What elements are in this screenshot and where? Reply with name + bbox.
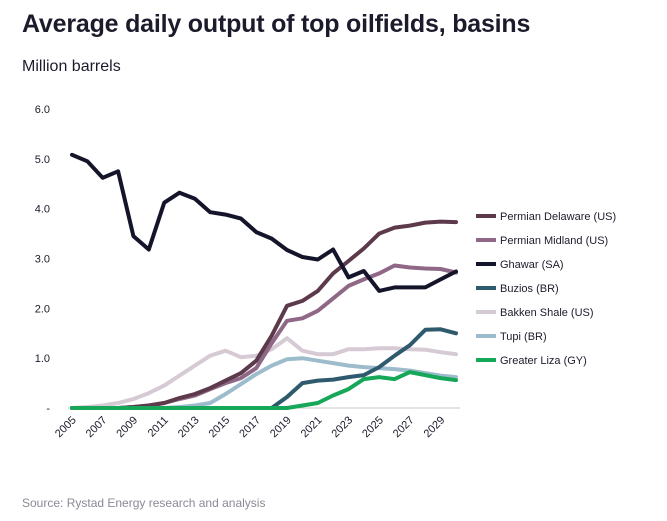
- y-tick-label: 6.0: [35, 104, 50, 116]
- legend-label: Ghawar (SA): [500, 259, 564, 271]
- x-tick-label: 2015: [207, 414, 233, 440]
- y-tick-label: 5.0: [35, 154, 50, 166]
- x-tick-label: 2023: [329, 414, 355, 440]
- y-tick-label: 3.0: [35, 254, 50, 266]
- chart-title: Average daily output of top oilfields, b…: [22, 10, 531, 38]
- series-line-greater-liza-gy: [70, 370, 458, 410]
- legend-label: Greater Liza (GY): [500, 355, 587, 367]
- x-tick-label: 2017: [237, 414, 263, 440]
- x-tick-label: 2013: [176, 414, 202, 440]
- y-tick-label: 2.0: [35, 303, 50, 315]
- legend-label: Permian Midland (US): [500, 235, 608, 247]
- x-tick-label: 2007: [84, 414, 110, 440]
- legend: Permian Delaware (US) Permian Midland (US…: [476, 211, 616, 367]
- series-lines: [70, 152, 458, 410]
- series-line-ghawar-sa: [70, 152, 458, 293]
- y-tick-label: 1.0: [35, 353, 50, 365]
- series-line-permian-delaware-us: [70, 219, 458, 410]
- x-tick-label: 2009: [114, 414, 140, 440]
- x-tick-label: 2027: [391, 414, 417, 440]
- source-note: Source: Rystad Energy research and analy…: [22, 496, 266, 510]
- legend-label: Bakken Shale (US): [500, 307, 594, 319]
- x-tick-label: 2011: [146, 414, 171, 439]
- y-axis-ticks: - 1.0 2.0 3.0 4.0 5.0 6.0: [35, 104, 51, 415]
- y-tick-label: 4.0: [35, 204, 50, 216]
- y-axis-label: Million barrels: [22, 58, 121, 75]
- legend-label: Buzios (BR): [500, 283, 559, 295]
- y-tick-label: -: [46, 403, 50, 415]
- legend-label: Permian Delaware (US): [500, 211, 616, 223]
- legend-label: Tupi (BR): [500, 331, 547, 343]
- x-tick-label: 2021: [299, 414, 325, 440]
- x-axis-ticks: 2005 2007 2009 2011 2013 2015 2017 2019 2021 2023…: [53, 414, 447, 440]
- x-tick-label: 2019: [268, 414, 294, 440]
- x-tick-label: 2005: [53, 414, 79, 440]
- x-tick-label: 2025: [360, 414, 386, 440]
- x-tick-label: 2029: [422, 414, 448, 440]
